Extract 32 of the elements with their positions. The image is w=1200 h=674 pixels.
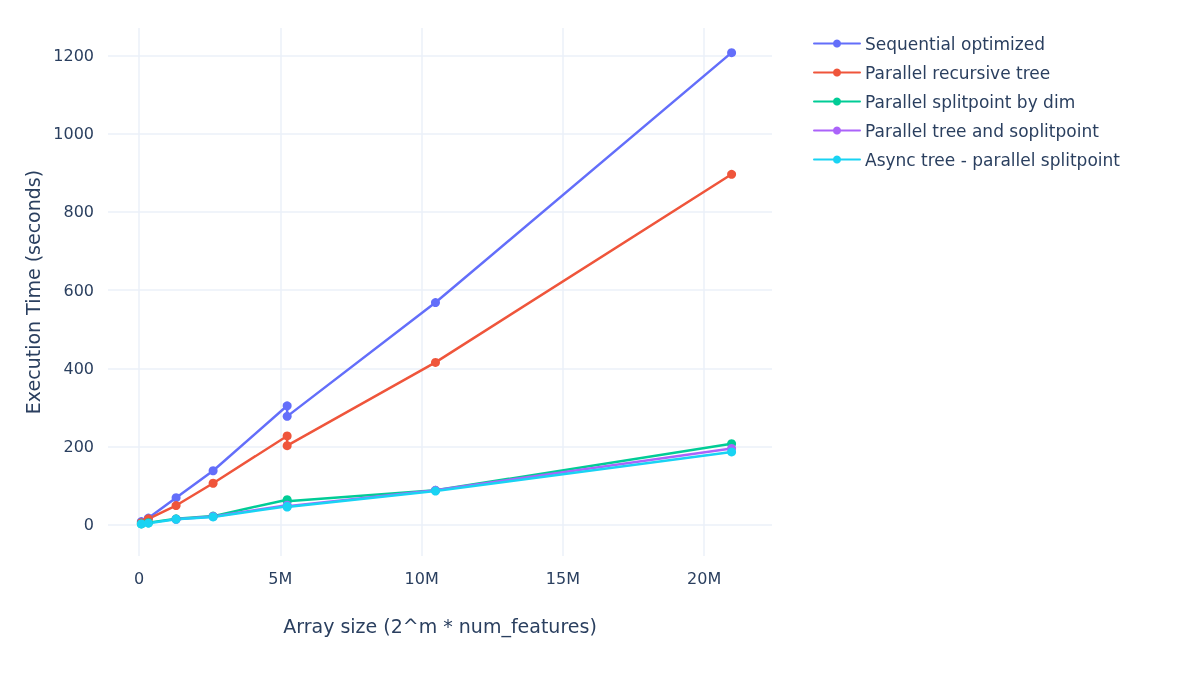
point bbox=[282, 441, 292, 451]
point bbox=[727, 447, 737, 457]
point bbox=[171, 501, 181, 511]
point bbox=[430, 357, 440, 367]
y-tick-label: 400 bbox=[63, 358, 94, 378]
legend-label: Async tree - parallel splitpoint bbox=[865, 149, 1121, 170]
point bbox=[208, 478, 218, 488]
legend-label: Parallel splitpoint by dim bbox=[865, 91, 1076, 112]
legend-label: Parallel tree and soplitpoint bbox=[865, 120, 1100, 141]
point bbox=[727, 169, 737, 179]
y-tick-label: 800 bbox=[63, 202, 94, 222]
legend-label: Parallel recursive tree bbox=[865, 62, 1051, 83]
y-tick-label: 0 bbox=[83, 515, 94, 535]
point bbox=[282, 431, 292, 441]
point bbox=[430, 298, 440, 308]
legend-label: Sequential optimized bbox=[865, 33, 1046, 54]
point bbox=[282, 411, 292, 421]
point bbox=[171, 493, 181, 503]
y-tick-label: 600 bbox=[63, 280, 94, 300]
y-tick-label: 1200 bbox=[53, 45, 94, 65]
x-tick-label: 10M bbox=[404, 568, 439, 588]
x-axis-title: Array size (2^m * num_features) bbox=[283, 614, 597, 638]
x-tick-label: 0 bbox=[133, 568, 145, 588]
x-tick-label: 20M bbox=[687, 568, 722, 588]
x-tick-label: 15M bbox=[545, 568, 580, 588]
point bbox=[727, 48, 737, 58]
y-axis-title: Execution Time (seconds) bbox=[21, 169, 44, 415]
x-tick-label: 5M bbox=[268, 568, 293, 588]
point bbox=[282, 401, 292, 411]
y-tick-label: 200 bbox=[63, 436, 94, 456]
point bbox=[208, 466, 218, 476]
y-tick-label: 1000 bbox=[53, 124, 94, 144]
